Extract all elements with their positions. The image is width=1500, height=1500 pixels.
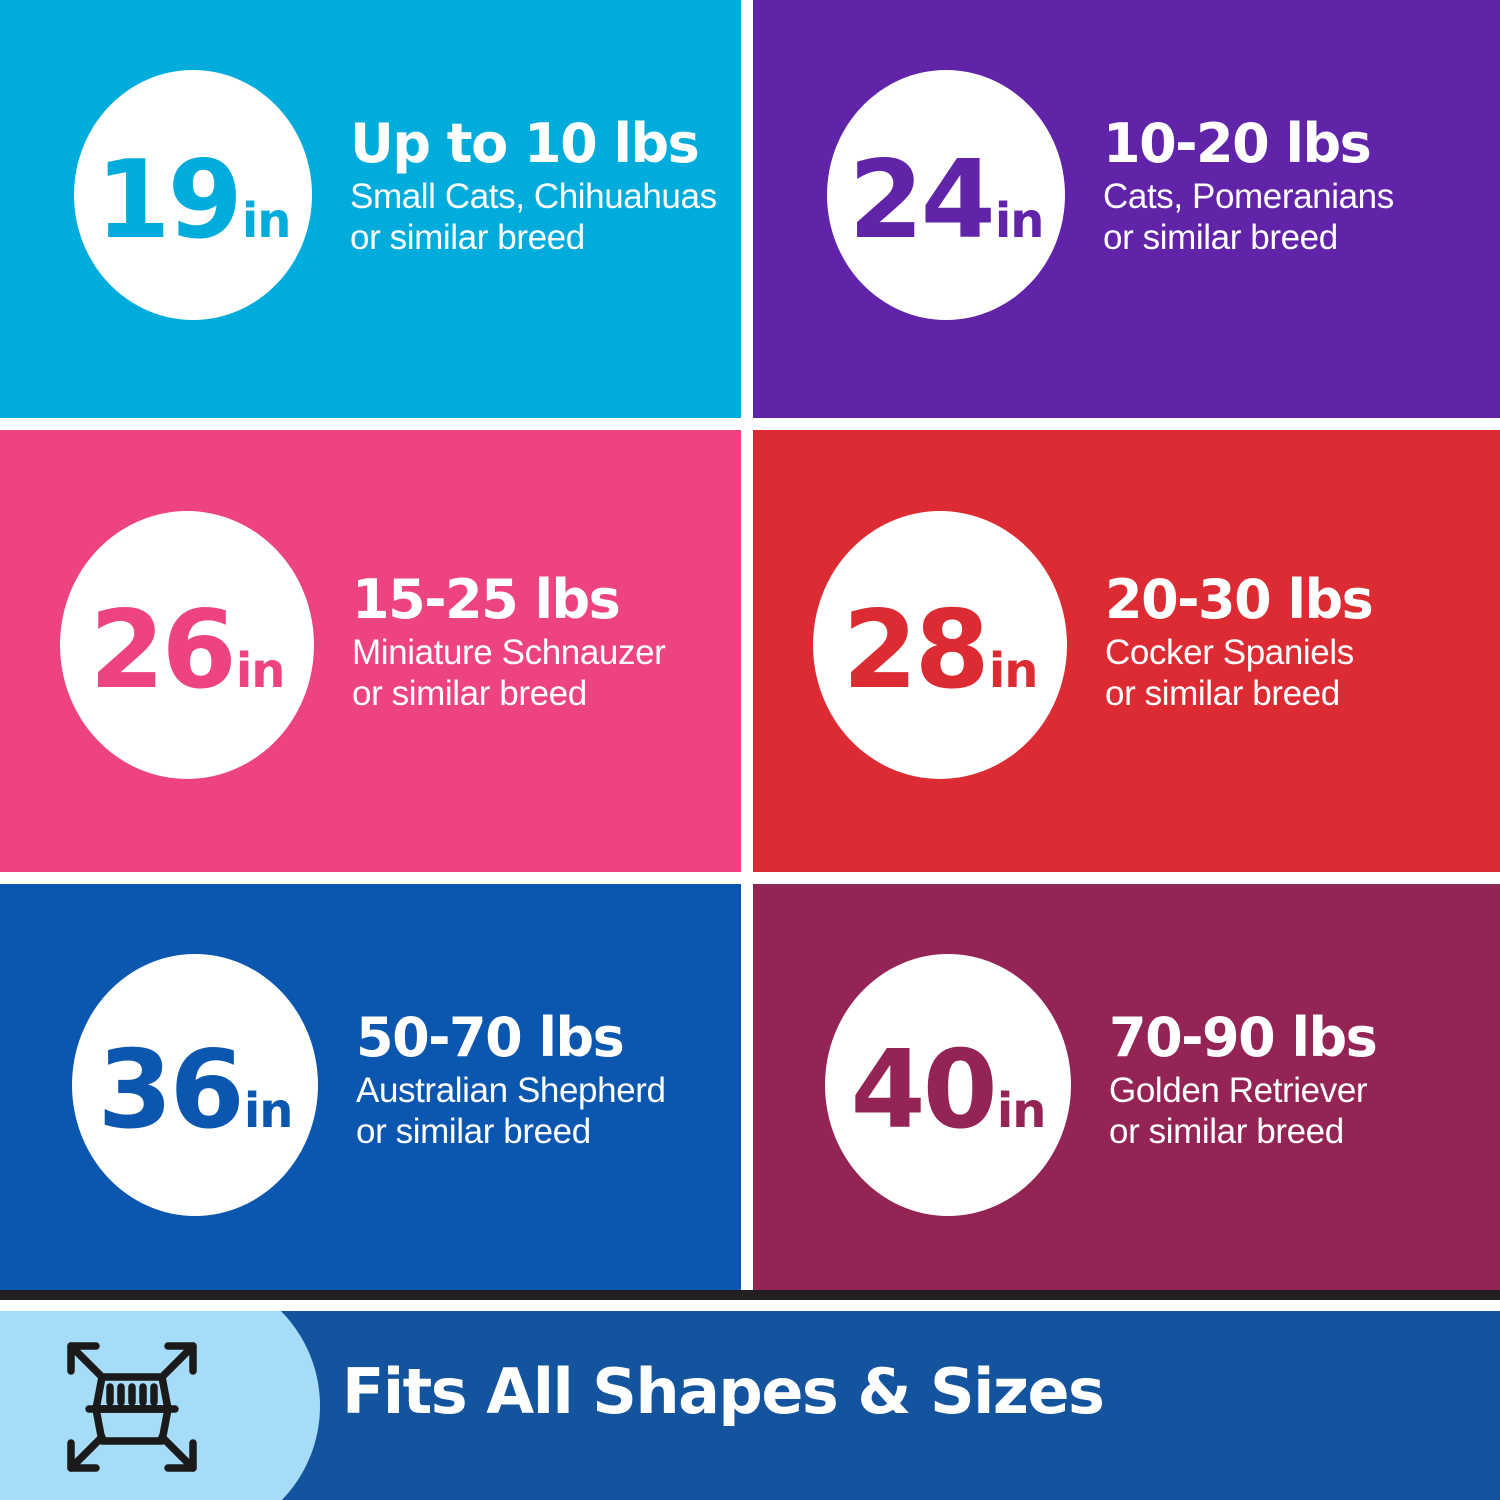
size-number: 24 <box>848 137 996 263</box>
breed-line-2: or similar breed <box>1105 674 1340 714</box>
weight-range: 15-25 lbs <box>352 567 621 631</box>
breed-description: Cats, Pomeranians or similar breed <box>1103 176 1394 259</box>
weight-range: 70-90 lbs <box>1109 1005 1378 1069</box>
breed-description: Golden Retriever or similar breed <box>1109 1070 1376 1153</box>
size-badge-inner: 40 in <box>850 1027 1047 1153</box>
breed-line-1: Miniature Schnauzer <box>352 632 666 672</box>
breed-line-2: or similar breed <box>1103 218 1338 258</box>
size-unit: in <box>988 642 1039 699</box>
breed-description: Miniature Schnauzer or similar breed <box>352 632 666 715</box>
size-badge-inner: 19 in <box>95 137 292 263</box>
size-unit: in <box>994 192 1045 249</box>
size-number: 28 <box>842 587 990 713</box>
breed-line-2: or similar breed <box>356 1112 591 1152</box>
size-panel-text: 50-70 lbs Australian Shepherd or similar… <box>356 1005 666 1153</box>
size-panel-text: 20-30 lbs Cocker Spaniels or similar bre… <box>1105 567 1374 715</box>
size-badge-inner: 26 in <box>89 587 286 713</box>
dark-divider <box>0 1290 1500 1300</box>
size-badge: 26 in <box>60 511 314 779</box>
size-panel-24in[interactable]: 24 in 10-20 lbs Cats, Pomeranians or sim… <box>753 0 1500 418</box>
breed-line-1: Cats, Pomeranians <box>1103 176 1394 216</box>
weight-range: 50-70 lbs <box>356 1005 625 1069</box>
size-panel-text: 10-20 lbs Cats, Pomeranians or similar b… <box>1103 111 1394 259</box>
breed-line-1: Golden Retriever <box>1109 1070 1368 1110</box>
size-number: 26 <box>89 587 237 713</box>
banner-title: Fits All Shapes & Sizes <box>342 1355 1105 1428</box>
size-badge-inner: 36 in <box>97 1027 294 1153</box>
size-badge: 28 in <box>813 511 1067 779</box>
breed-line-1: Australian Shepherd <box>356 1070 666 1110</box>
size-panel-text: Up to 10 lbs Small Cats, Chihuahuas or s… <box>350 111 717 259</box>
size-number: 36 <box>97 1027 245 1153</box>
breed-line-2: or similar breed <box>1109 1112 1344 1152</box>
size-panel-26in[interactable]: 26 in 15-25 lbs Miniature Schnauzer or s… <box>0 430 741 872</box>
breed-line-1: Cocker Spaniels <box>1105 632 1354 672</box>
weight-range: 20-30 lbs <box>1105 567 1374 631</box>
weight-range: 10-20 lbs <box>1103 111 1372 175</box>
size-panel-28in[interactable]: 28 in 20-30 lbs Cocker Spaniels or simil… <box>753 430 1500 872</box>
bottom-banner: Fits All Shapes & Sizes <box>0 1311 1500 1500</box>
size-badge-inner: 24 in <box>848 137 1045 263</box>
size-unit: in <box>241 192 292 249</box>
size-unit: in <box>996 1082 1047 1139</box>
size-number: 40 <box>850 1027 998 1153</box>
size-number: 19 <box>95 137 243 263</box>
size-panel-grid: 19 in Up to 10 lbs Small Cats, Chihuahua… <box>0 0 1500 1302</box>
white-divider <box>0 1300 1500 1311</box>
breed-description: Cocker Spaniels or similar breed <box>1105 632 1372 715</box>
size-unit: in <box>235 642 286 699</box>
size-badge: 19 in <box>74 70 312 320</box>
pet-carrier-expand-icon <box>62 1337 202 1477</box>
size-badge: 24 in <box>827 70 1065 320</box>
size-panel-text: 15-25 lbs Miniature Schnauzer or similar… <box>352 567 666 715</box>
size-panel-40in[interactable]: 40 in 70-90 lbs Golden Retriever or simi… <box>753 884 1500 1302</box>
breed-line-2: or similar breed <box>352 674 587 714</box>
size-panel-36in[interactable]: 36 in 50-70 lbs Australian Shepherd or s… <box>0 884 741 1302</box>
size-badge: 36 in <box>72 954 318 1216</box>
size-badge: 40 in <box>825 954 1071 1216</box>
breed-description: Small Cats, Chihuahuas or similar breed <box>350 176 717 259</box>
breed-line-1: Small Cats, Chihuahuas <box>350 176 717 216</box>
breed-description: Australian Shepherd or similar breed <box>356 1070 666 1153</box>
size-badge-inner: 28 in <box>842 587 1039 713</box>
weight-range: Up to 10 lbs <box>350 111 700 175</box>
size-panel-19in[interactable]: 19 in Up to 10 lbs Small Cats, Chihuahua… <box>0 0 741 418</box>
breed-line-2: or similar breed <box>350 218 585 258</box>
size-unit: in <box>243 1082 294 1139</box>
size-panel-text: 70-90 lbs Golden Retriever or similar br… <box>1109 1005 1378 1153</box>
